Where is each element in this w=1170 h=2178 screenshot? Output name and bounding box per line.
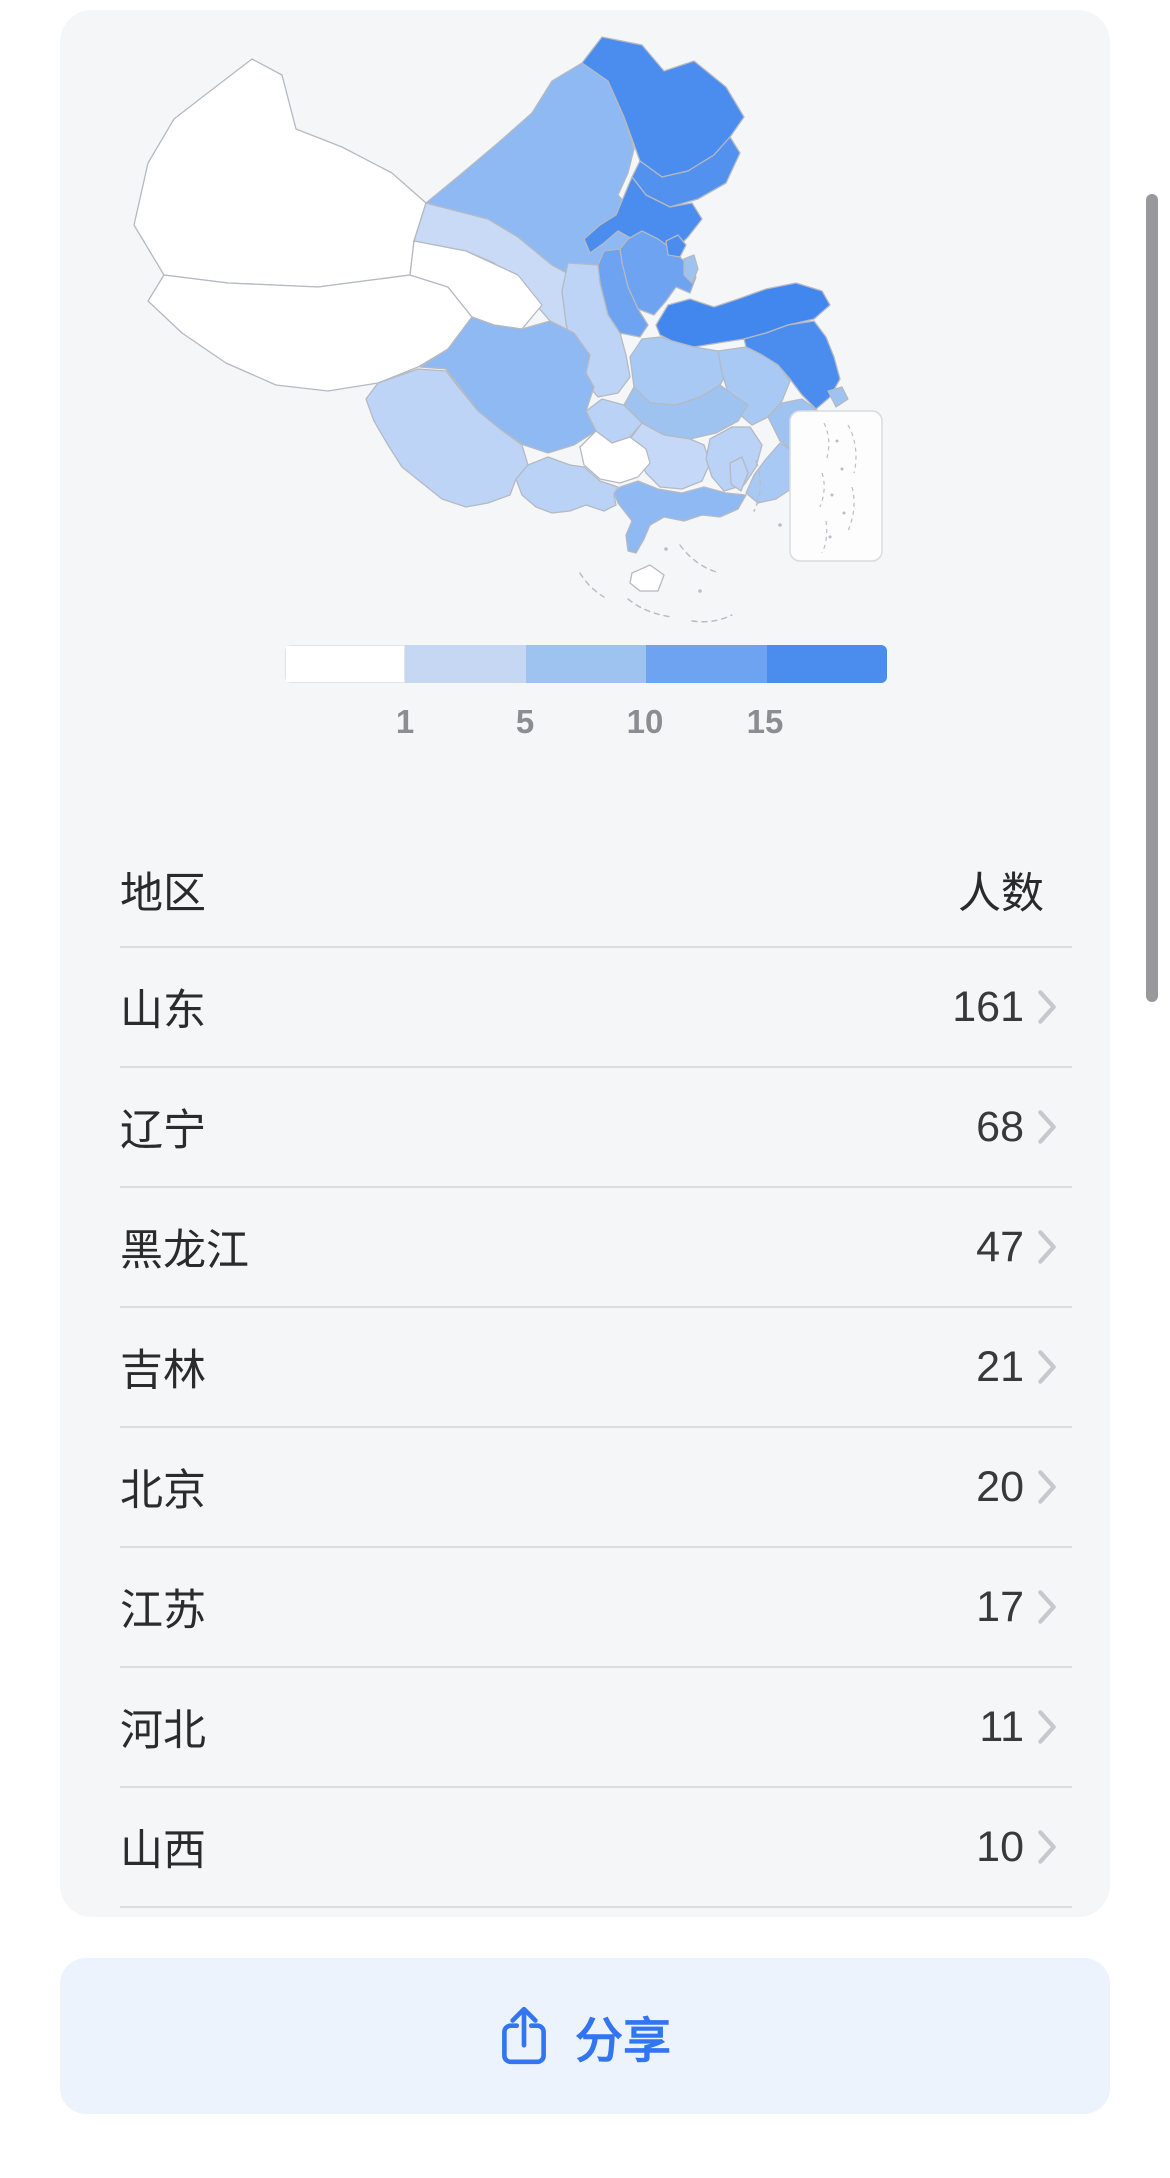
table-row[interactable]: 北京 20 bbox=[120, 1428, 1072, 1548]
china-choropleth-map bbox=[133, 36, 883, 623]
province-taiwan[interactable] bbox=[729, 456, 749, 492]
region-name: 黑龙江 bbox=[120, 1227, 249, 1275]
south-china-sea-inset bbox=[789, 410, 883, 562]
chevron-right-icon bbox=[1038, 1830, 1056, 1864]
table-row[interactable]: 江苏 17 bbox=[120, 1548, 1072, 1668]
table-row[interactable]: 山东 161 bbox=[120, 948, 1072, 1068]
province-hainan[interactable] bbox=[629, 564, 665, 592]
region-name: 吉林 bbox=[120, 1347, 206, 1395]
region-name: 江苏 bbox=[120, 1587, 206, 1635]
stats-card: 1 5 10 15 地区 人数 山东 161 辽宁 68 黑龙江 bbox=[60, 10, 1110, 1917]
chevron-right-icon bbox=[1038, 1230, 1056, 1264]
map-legend: 1 5 10 15 bbox=[285, 645, 887, 749]
region-count: 21 bbox=[976, 1342, 1024, 1391]
region-name: 山东 bbox=[120, 987, 206, 1035]
province-guangdong[interactable] bbox=[613, 480, 747, 554]
share-icon bbox=[502, 2006, 546, 2065]
chevron-right-icon bbox=[1038, 1350, 1056, 1384]
legend-tick: 5 bbox=[515, 703, 535, 740]
column-header-region: 地区 bbox=[120, 869, 206, 918]
chevron-right-icon bbox=[1038, 1110, 1056, 1144]
region-count: 11 bbox=[979, 1702, 1024, 1751]
province-sichuan[interactable] bbox=[419, 316, 597, 454]
region-name: 北京 bbox=[120, 1467, 206, 1515]
chevron-right-icon bbox=[1038, 990, 1056, 1024]
region-name: 河北 bbox=[120, 1707, 206, 1755]
region-count: 161 bbox=[952, 982, 1024, 1031]
region-count: 17 bbox=[976, 1582, 1024, 1631]
legend-tick: 1 bbox=[395, 703, 415, 740]
legend-tick: 10 bbox=[626, 703, 664, 740]
table-row[interactable]: 辽宁 68 bbox=[120, 1068, 1072, 1188]
legend-segment bbox=[646, 645, 767, 683]
region-count: 47 bbox=[976, 1222, 1024, 1271]
region-name: 辽宁 bbox=[120, 1107, 206, 1155]
province-beijing[interactable] bbox=[665, 234, 687, 258]
region-count: 20 bbox=[976, 1462, 1024, 1511]
table-header-row: 地区 人数 bbox=[120, 833, 1072, 948]
province-guizhou[interactable] bbox=[579, 430, 651, 484]
table-row[interactable]: 山西 10 bbox=[120, 1788, 1072, 1908]
share-button-label: 分享 bbox=[574, 2015, 671, 2068]
legend-ticks: 1 5 10 15 bbox=[285, 703, 887, 749]
legend-tick: 15 bbox=[746, 703, 784, 740]
region-count: 10 bbox=[976, 1822, 1024, 1871]
province-jiangxi[interactable] bbox=[705, 426, 763, 492]
province-tianjin[interactable] bbox=[683, 254, 699, 284]
column-header-count: 人数 bbox=[958, 869, 1044, 918]
scrollbar-thumb[interactable] bbox=[1146, 194, 1158, 1002]
region-count: 68 bbox=[976, 1102, 1024, 1151]
table-row[interactable]: 河北 11 bbox=[120, 1668, 1072, 1788]
province-xizang[interactable] bbox=[147, 274, 473, 392]
region-name: 山西 bbox=[120, 1827, 206, 1875]
legend-segment bbox=[405, 645, 526, 683]
legend-segment bbox=[525, 645, 647, 683]
table-row[interactable]: 黑龙江 47 bbox=[120, 1188, 1072, 1308]
legend-segment bbox=[766, 645, 887, 683]
chevron-right-icon bbox=[1038, 1590, 1056, 1624]
legend-color-bar bbox=[285, 645, 887, 683]
province-shanghai[interactable] bbox=[827, 386, 849, 408]
chevron-right-icon bbox=[1038, 1470, 1056, 1504]
province-yunnan[interactable] bbox=[365, 368, 529, 508]
table-row[interactable]: 吉林 21 bbox=[120, 1308, 1072, 1428]
legend-segment bbox=[285, 645, 406, 683]
province-guangxi[interactable] bbox=[515, 456, 619, 514]
chevron-right-icon bbox=[1038, 1710, 1056, 1744]
province-xinjiang[interactable] bbox=[133, 58, 427, 288]
region-table: 地区 人数 山东 161 辽宁 68 黑龙江 47 吉林 21 bbox=[120, 833, 1072, 1908]
share-button[interactable]: 分享 bbox=[60, 1958, 1110, 2114]
